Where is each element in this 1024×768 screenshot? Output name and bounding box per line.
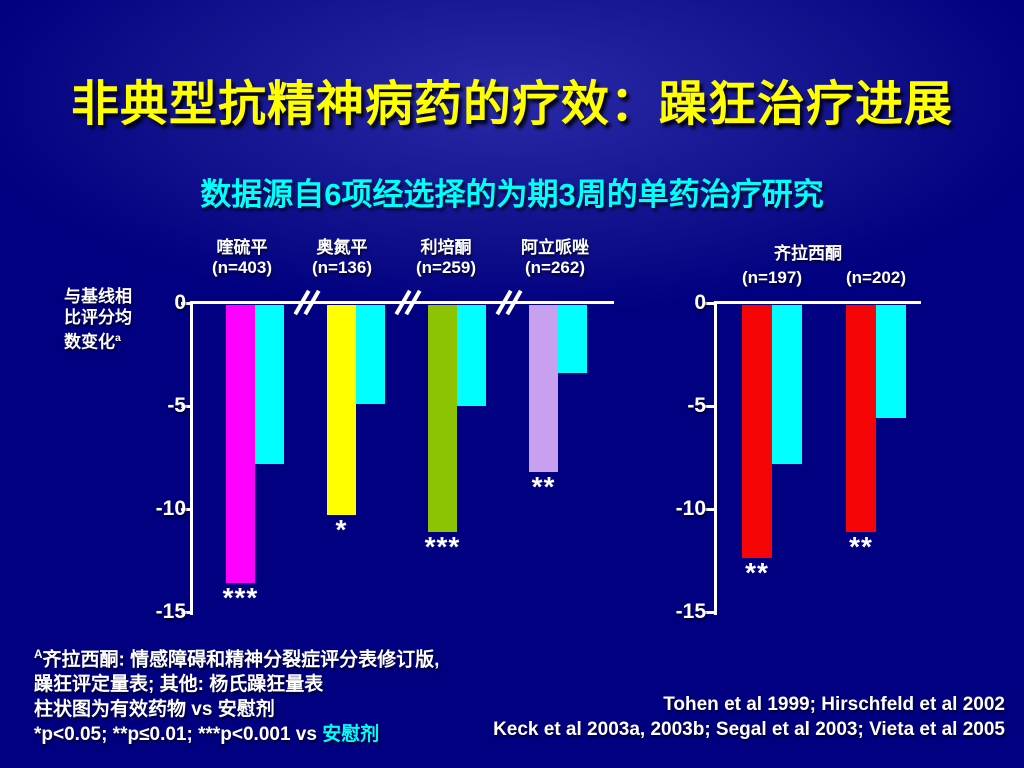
y-axis-title-superscript: a bbox=[115, 332, 121, 344]
y-axis-tick bbox=[705, 405, 714, 408]
drug-name-label: 阿立哌唑 bbox=[521, 238, 589, 257]
bar-placebo bbox=[558, 305, 587, 373]
y-axis-tick-label: 0 bbox=[694, 291, 706, 314]
footnote-line-3: 柱状图为有效药物 vs 安慰剂 bbox=[34, 699, 275, 721]
y-axis-tick-label: -10 bbox=[155, 497, 186, 520]
significance-label: ** bbox=[849, 531, 873, 562]
footnote-placebo-highlight: 安慰剂 bbox=[322, 724, 380, 746]
drug-name-label: 奥氮平 bbox=[316, 238, 368, 257]
sample-size-label: (n=202) bbox=[846, 268, 906, 287]
x-axis-zero-line bbox=[714, 301, 921, 304]
bar-drug bbox=[226, 305, 255, 583]
bar-placebo bbox=[457, 305, 486, 406]
drug-name-label: 喹硫平 bbox=[216, 238, 268, 257]
bar-drug bbox=[742, 305, 772, 558]
reference-line-1: Tohen et al 1999; Hirschfeld et al 2002 bbox=[663, 694, 1005, 715]
chart-ziprasidone: 0 -5 -10 -15 齐拉西酮 (n=197) ** (n=202) ** bbox=[660, 236, 990, 636]
reference-line-2: Keck et al 2003a, 2003b; Segal et al 200… bbox=[493, 719, 1005, 740]
sample-size-label: (n=259) bbox=[416, 258, 476, 277]
bar-placebo bbox=[876, 305, 906, 418]
y-axis-title-line3-text: 数变化 bbox=[64, 332, 115, 352]
footnote-line-1-text: 齐拉西酮: 情感障碍和精神分裂症评分表修订版, bbox=[42, 649, 440, 671]
y-axis-line bbox=[190, 301, 193, 615]
footnote-line-4: *p<0.05; **p≤0.01; ***p<0.001 vs 安慰剂 bbox=[34, 722, 439, 747]
slide-subtitle: 数据源自6项经选择的为期3周的单药治疗研究 bbox=[200, 177, 824, 212]
references-block: Tohen et al 1999; Hirschfeld et al 2002 … bbox=[493, 692, 1005, 742]
y-axis-tick-label: -5 bbox=[167, 394, 186, 417]
y-axis-title-line1: 与基线相 bbox=[64, 287, 132, 306]
sample-size-label: (n=197) bbox=[742, 268, 802, 287]
y-axis-tick bbox=[181, 508, 190, 511]
significance-label: * bbox=[335, 514, 348, 545]
bar-placebo bbox=[255, 305, 284, 464]
sample-size-label: (n=403) bbox=[212, 258, 272, 277]
footnotes-block: A齐拉西酮: 情感障碍和精神分裂症评分表修订版, 躁狂评定量表; 其他: 杨氏躁… bbox=[34, 642, 439, 747]
y-axis-title: 与基线相 比评分均 数变化a bbox=[64, 286, 156, 353]
y-axis-title-line3: 数变化a bbox=[64, 328, 156, 353]
significance-label: ** bbox=[531, 471, 556, 502]
chart-title: 齐拉西酮 bbox=[774, 244, 842, 263]
footnote-pvalue-text: *p<0.05; **p≤0.01; ***p<0.001 vs bbox=[34, 724, 323, 746]
bar-placebo bbox=[356, 305, 385, 404]
footnote-superscript-a: A bbox=[34, 648, 43, 661]
significance-label: *** bbox=[222, 582, 259, 613]
significance-label: ** bbox=[745, 557, 769, 588]
y-axis-tick bbox=[705, 508, 714, 511]
bar-drug bbox=[327, 305, 356, 515]
y-axis-tick-label: 0 bbox=[174, 291, 186, 314]
bar-placebo bbox=[772, 305, 802, 464]
y-axis-tick-label: -10 bbox=[675, 497, 706, 520]
y-axis-tick bbox=[181, 302, 190, 305]
slide-title: 非典型抗精神病药的疗效：躁狂治疗进展 bbox=[70, 78, 953, 131]
sample-size-label: (n=136) bbox=[312, 258, 372, 277]
y-axis-tick bbox=[181, 405, 190, 408]
y-axis-tick bbox=[181, 611, 190, 614]
chart-atypicals: 0 -5 -10 -15 喹硫平 (n=403) *** 奥氮平 (n=136) * 利培酮 (n=2… bbox=[140, 236, 650, 636]
sample-size-label: (n=262) bbox=[525, 258, 585, 277]
y-axis-tick-label: -15 bbox=[675, 600, 706, 623]
y-axis-tick-label: -5 bbox=[687, 394, 706, 417]
drug-name-label: 利培酮 bbox=[420, 238, 472, 257]
y-axis-title-line2: 比评分均 bbox=[64, 308, 132, 327]
bar-drug bbox=[428, 305, 457, 532]
bar-drug bbox=[529, 305, 558, 472]
y-axis-tick bbox=[705, 302, 714, 305]
bar-drug bbox=[846, 305, 876, 532]
significance-label: *** bbox=[424, 531, 461, 562]
footnote-line-1: A齐拉西酮: 情感障碍和精神分裂症评分表修订版, bbox=[34, 642, 439, 672]
y-axis-tick-label: -15 bbox=[155, 600, 186, 623]
footnote-line-2: 躁狂评定量表; 其他: 杨氏躁狂量表 bbox=[34, 674, 324, 696]
y-axis-line bbox=[714, 301, 717, 615]
y-axis-tick bbox=[705, 611, 714, 614]
